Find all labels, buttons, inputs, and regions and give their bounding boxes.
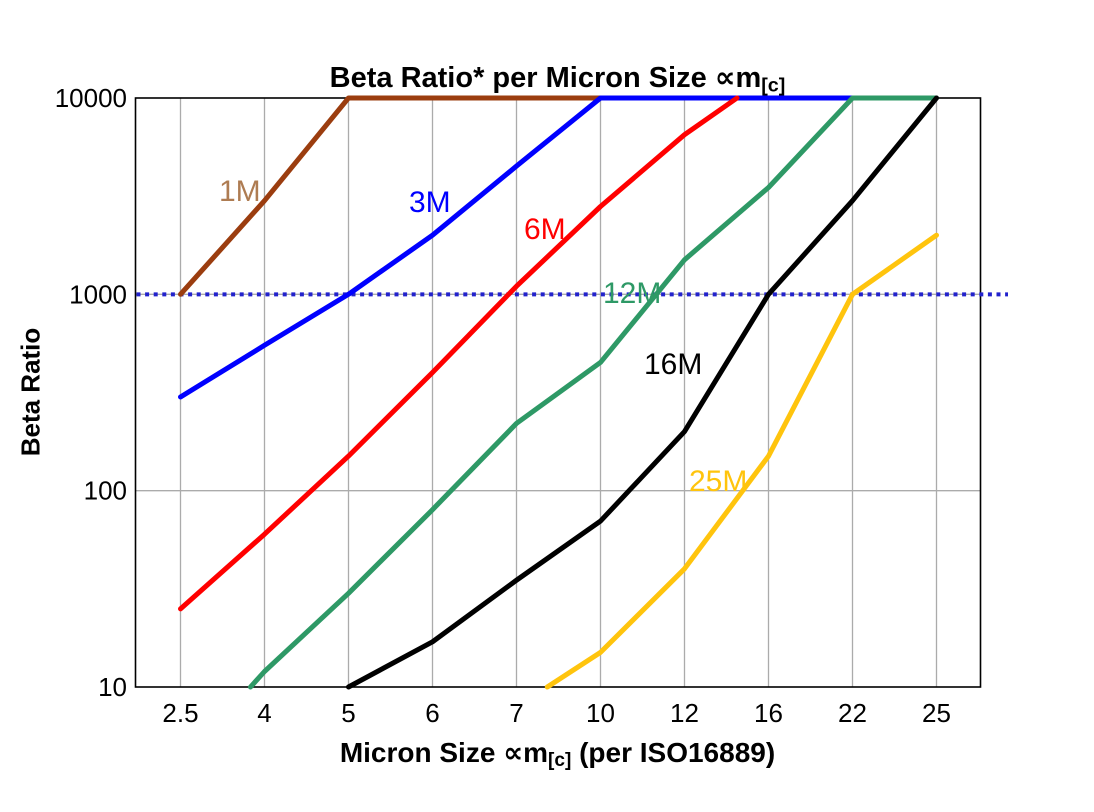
chart-title-text: Beta Ratio* per Micron Size — [329, 62, 715, 94]
x-tick-label: 10 — [586, 698, 615, 728]
series-label-16M: 16M — [644, 348, 702, 381]
x-tick-label: 16 — [754, 698, 783, 728]
x-tick-label: 4 — [257, 698, 271, 728]
series-line-1M — [178, 95, 603, 297]
series-label-3M: 3M — [409, 186, 451, 219]
series-label-12M: 12M — [603, 277, 661, 310]
x-axis-title-symbol: ∝m — [503, 737, 549, 768]
y-tick-label: 10000 — [55, 83, 127, 113]
x-tick-label: 6 — [425, 698, 439, 728]
series-line-25M — [544, 232, 939, 690]
x-tick-label: 12 — [670, 698, 699, 728]
series-line-3M — [178, 95, 855, 400]
x-tick-label: 2.5 — [162, 698, 198, 728]
y-tick-label: 10 — [98, 672, 127, 702]
series-line-16M — [346, 95, 939, 690]
x-axis-title-pre: Micron Size — [339, 737, 504, 768]
x-axis-title: Micron Size ∝m[c] (per ISO16889) — [135, 736, 980, 772]
y-axis-title: Beta Ratio — [15, 327, 46, 457]
x-axis-title-subscript: [c] — [548, 750, 572, 772]
y-tick-label: 1000 — [69, 279, 127, 309]
x-tick-label: 25 — [922, 698, 951, 728]
chart-title-subscript: [c] — [761, 74, 786, 97]
series-line-12M — [248, 95, 939, 690]
x-tick-label: 22 — [838, 698, 867, 728]
series-label-25M: 25M — [689, 465, 747, 498]
series-line-6M — [178, 95, 740, 612]
y-tick-label: 100 — [84, 476, 127, 506]
x-axis-title-post: (per ISO16889) — [571, 737, 776, 768]
chart-title: Beta Ratio* per Micron Size ∝m[c] — [135, 60, 980, 97]
series-label-6M: 6M — [524, 213, 566, 246]
x-tick-label: 7 — [509, 698, 523, 728]
chart-title-symbol: ∝m — [714, 62, 762, 94]
series-label-1M: 1M — [219, 175, 261, 208]
x-tick-label: 5 — [341, 698, 355, 728]
